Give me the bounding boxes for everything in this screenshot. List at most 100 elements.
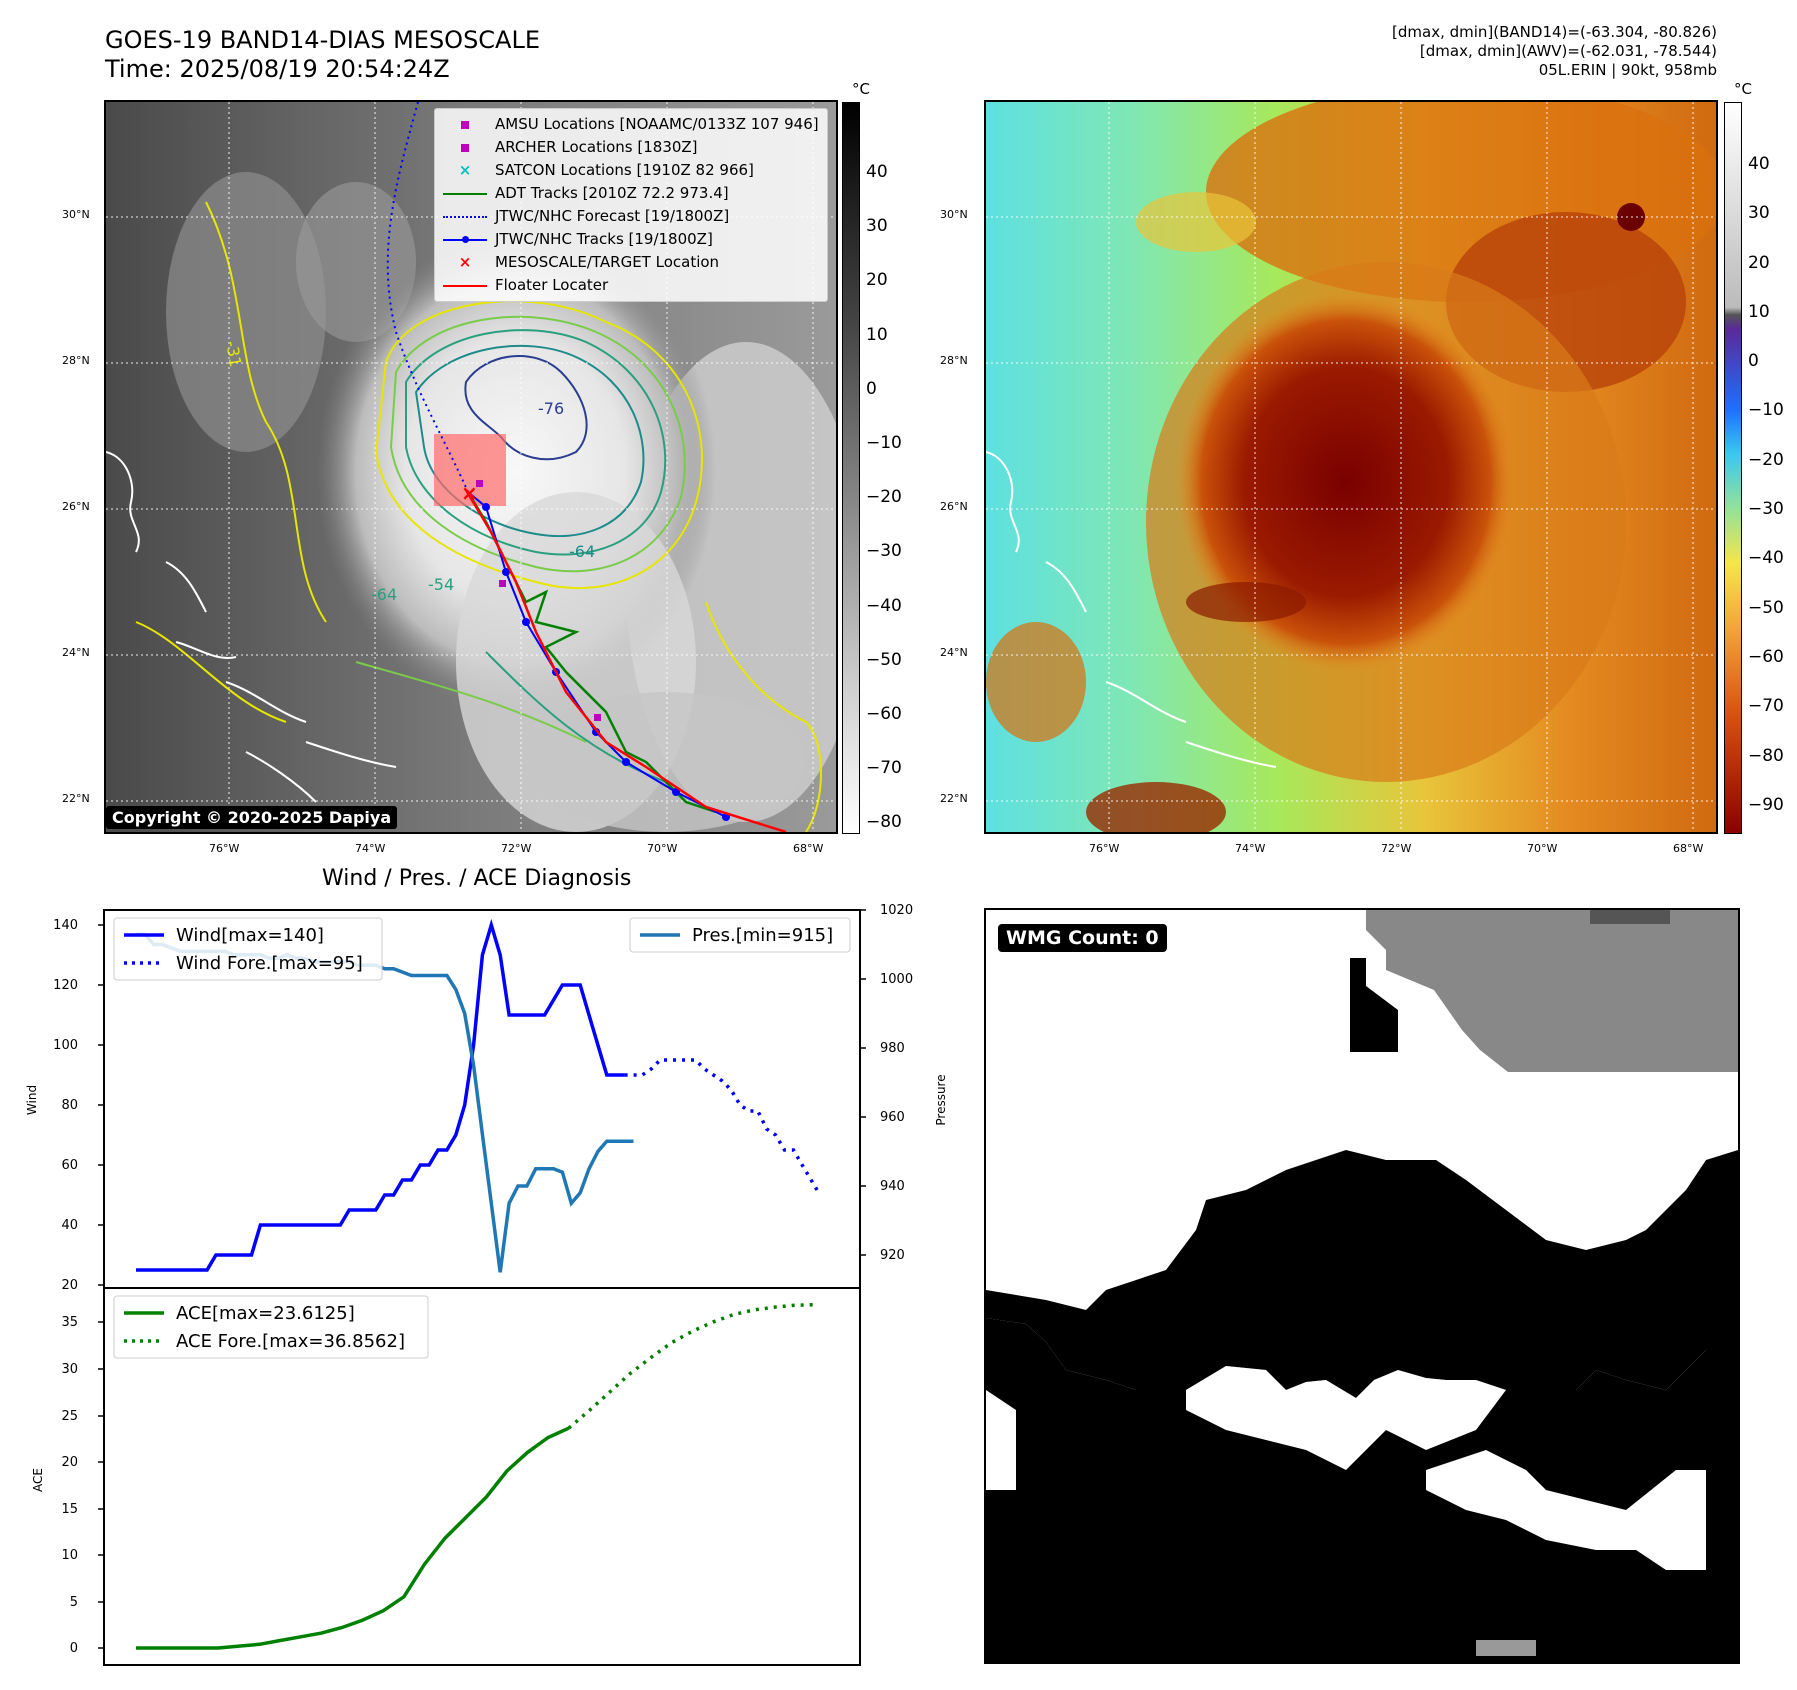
lon-label: 68°W [793, 842, 824, 855]
colorbar-tick: −40 [1748, 548, 1784, 569]
lat-label: 28°N [62, 354, 90, 367]
pres-tick: 940 [880, 1179, 905, 1194]
colorbar-tick: −60 [1748, 646, 1784, 667]
diag-chart-svg: 140 120 100 80 60 40 20 Wind 1020 1000 9… [25, 903, 948, 1666]
lat-label: 30°N [62, 208, 90, 221]
map-legend: AMSU Locations [NOAAMC/0133Z 107 946] AR… [434, 108, 828, 302]
ace-line [136, 1426, 570, 1650]
colorbar-tick: −50 [1748, 597, 1784, 618]
ace-tick: 30 [61, 1362, 78, 1377]
awv-map-image [986, 102, 1716, 832]
floater-locater-track [464, 489, 787, 832]
lat-label: 30°N [940, 208, 968, 221]
colorbar-tick: −80 [866, 812, 902, 833]
colorbar-tick: −50 [866, 649, 902, 670]
lon-label: 74°W [355, 842, 386, 855]
legend-item-mesoscale-target: × MESOSCALE/TARGET Location [458, 253, 720, 271]
wind-legend: Wind[max=140] Wind Fore.[max=95] [113, 917, 383, 981]
colorbar-tick: −70 [866, 758, 902, 779]
wind-tick: 40 [61, 1218, 78, 1233]
colorbar-tick: −10 [866, 433, 902, 454]
lat-label: 22°N [62, 792, 90, 805]
dmax-band14: [dmax, dmin](BAND14)=(-63.304, -80.826) [1392, 23, 1717, 41]
contour-label: -31 [222, 339, 245, 368]
wind-tick: 140 [53, 918, 78, 933]
colorbar-left-unit: °C [852, 80, 870, 98]
pres-tick: 980 [880, 1041, 905, 1056]
ir-map-panel: -76 -64 -54 -64 -31 [104, 100, 838, 834]
lon-label: 70°W [1527, 842, 1558, 855]
colorbar-tick: −30 [866, 541, 902, 562]
colorbar-tick: −20 [1748, 449, 1784, 470]
lon-label: 76°W [209, 842, 240, 855]
colorbar-right [1724, 102, 1742, 834]
legend-item-jtwc-tracks: JTWC/NHC Tracks [19/1800Z] [443, 228, 819, 251]
colorbar-left [842, 102, 860, 834]
contour-label: -76 [538, 399, 564, 418]
ace-plot-frame [103, 1287, 861, 1666]
storm-info: 05L.ERIN | 90kt, 958mb [1538, 61, 1717, 79]
colorbar-tick: 20 [866, 270, 888, 291]
pres-tick: 1000 [880, 972, 913, 987]
legend-item-adt: ADT Tracks [2010Z 72.2 973.4] [443, 182, 819, 205]
legend-item-satcon: × SATCON Locations [1910Z 82 966] [458, 161, 754, 179]
ace-tick: 0 [70, 1641, 78, 1656]
contour-label: -54 [428, 575, 454, 594]
lat-label: 24°N [62, 646, 90, 659]
pres-ylabel: Pressure [934, 1074, 948, 1125]
wind-forecast-line [624, 1058, 822, 1196]
colorbar-right-ticks: 40 30 20 10 0 −10 −20 −30 −40 −50 −60 −7… [1748, 140, 1784, 830]
wind-tick: 120 [53, 978, 78, 993]
figure-title-line2: Time: 2025/08/19 20:54:24Z [105, 55, 450, 83]
legend-item-floater: Floater Locater [443, 274, 819, 297]
lat-label: 26°N [62, 500, 90, 513]
colorbar-tick: −30 [1748, 499, 1784, 520]
ace-legend: ACE[max=23.6125] ACE Fore.[max=36.8562] [113, 1295, 429, 1359]
colorbar-tick: −40 [866, 595, 902, 616]
legend-item-archer: ARCHER Locations [1830Z] [443, 136, 819, 159]
svg-text:×: × [461, 481, 478, 505]
colorbar-right-unit: °C [1734, 80, 1752, 98]
legend-item-jtwc-forecast: JTWC/NHC Forecast [19/1800Z] [443, 205, 819, 228]
colorbar-tick: 0 [1748, 351, 1759, 372]
legend-wind: Wind[max=140] [176, 925, 324, 946]
colorbar-tick: 30 [866, 216, 888, 237]
colorbar-tick: −10 [1748, 400, 1784, 421]
ace-ylabel: ACE [31, 1468, 45, 1492]
colorbar-tick: −20 [866, 487, 902, 508]
colorbar-tick: 20 [1748, 252, 1770, 273]
ace-tick: 35 [61, 1315, 78, 1330]
wind-tick: 60 [61, 1158, 78, 1173]
awv-map-panel [984, 100, 1718, 834]
colorbar-tick: 10 [866, 324, 888, 345]
colorbar-tick: −70 [1748, 696, 1784, 717]
ace-tick: 10 [61, 1548, 78, 1563]
ace-tick: 20 [61, 1455, 78, 1470]
pressure-line [136, 932, 634, 1273]
legend-wind-fore: Wind Fore.[max=95] [176, 953, 363, 974]
colorbar-tick: −80 [1748, 745, 1784, 766]
ace-tick: 15 [61, 1502, 78, 1517]
colorbar-tick: 0 [866, 378, 877, 399]
copyright-badge: Copyright © 2020-2025 Dapiya [106, 806, 398, 829]
pres-tick: 1020 [880, 903, 913, 918]
lon-label: 68°W [1673, 842, 1704, 855]
wind-ylabel: Wind [25, 1085, 39, 1115]
dmax-dmin-header: [dmax, dmin](BAND14)=(-63.304, -80.826) … [1392, 23, 1717, 80]
wmg-count-badge: WMG Count: 0 [998, 924, 1167, 952]
legend-ace: ACE[max=23.6125] [176, 1303, 355, 1324]
colorbar-tick: 40 [866, 162, 888, 182]
lon-label: 70°W [647, 842, 678, 855]
colorbar-tick: −90 [1748, 794, 1784, 815]
wmg-panel: WMG Count: 0 [984, 908, 1740, 1664]
colorbar-tick: 30 [1748, 203, 1770, 224]
lat-label: 26°N [940, 500, 968, 513]
colorbar-tick: 10 [1748, 301, 1770, 322]
pres-tick: 960 [880, 1110, 905, 1125]
colorbar-tick: 40 [1748, 154, 1770, 174]
lon-label: 74°W [1235, 842, 1266, 855]
lon-label: 72°W [1381, 842, 1412, 855]
figure-title-line1: GOES-19 BAND14-DIAS MESOSCALE [105, 26, 541, 54]
wind-tick: 20 [61, 1278, 78, 1293]
dmax-awv: [dmax, dmin](AWV)=(-62.031, -78.544) [1419, 42, 1717, 60]
